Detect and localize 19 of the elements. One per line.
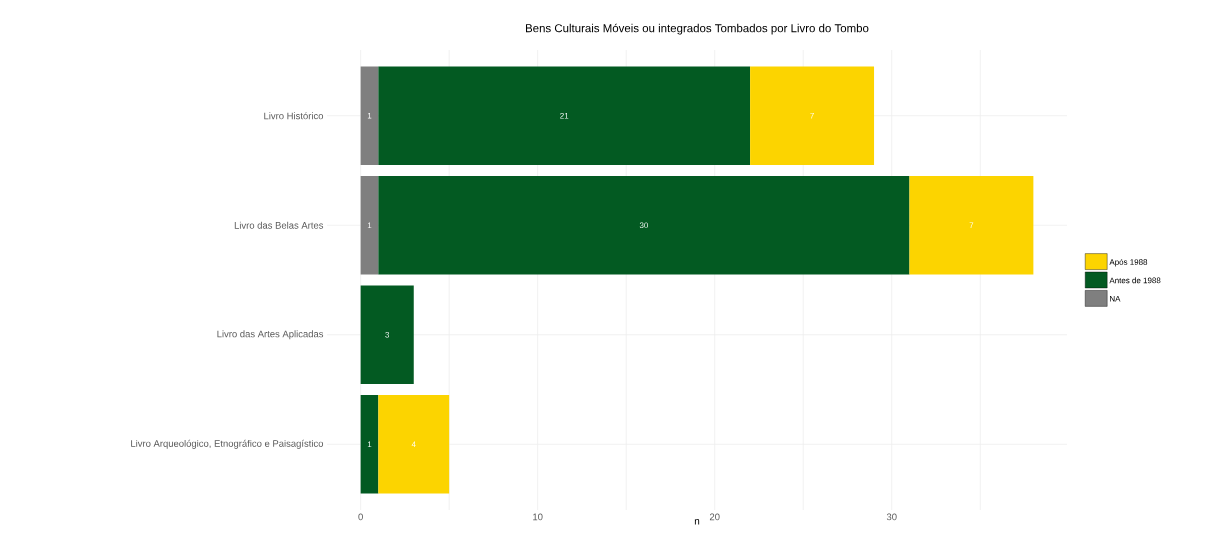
bar: [360, 395, 379, 494]
chart-title: Bens Culturais Móveis ou integrados Tombados por Livro do Tombo: [526, 23, 869, 35]
bar: [378, 395, 450, 494]
bar: [378, 175, 910, 275]
bar: [360, 175, 379, 275]
y-tick-label: Livro Arqueológico, Etnográfico e Paisagístico: [131, 439, 324, 449]
y-tick-label: Livro Histórico: [264, 112, 324, 120]
y-tick-label: Livro das Artes Aplicadas: [217, 330, 324, 340]
x-tick-label: 30: [886, 513, 897, 521]
x-tick-label: 10: [533, 513, 543, 521]
x-axis-title: n: [694, 519, 700, 525]
x-tick-label: 0: [358, 513, 363, 521]
bar: [360, 285, 414, 385]
bar: [378, 66, 751, 165]
bar: [750, 66, 875, 165]
x-tick-label: 20: [709, 513, 720, 521]
bar: [360, 66, 379, 165]
y-tick-label: Livro das Belas Artes: [234, 221, 324, 229]
bar: [909, 175, 1034, 275]
